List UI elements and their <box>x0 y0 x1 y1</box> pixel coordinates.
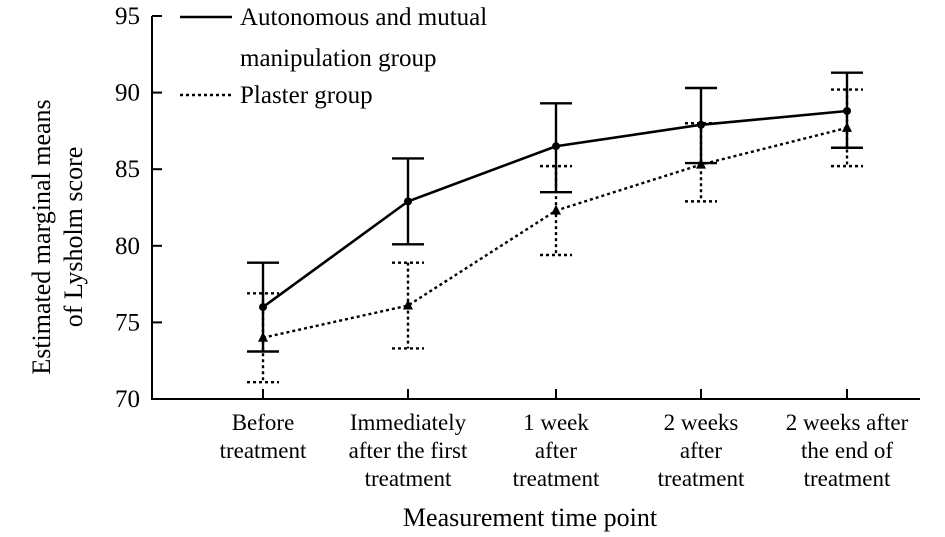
y-tick-label: 75 <box>115 309 140 336</box>
data-point <box>843 106 851 115</box>
data-point <box>552 142 560 151</box>
x-tick-label: Before <box>232 410 295 435</box>
y-axis-title: Estimated marginal means of Lysholm scor… <box>27 99 88 374</box>
y-tick-label: 70 <box>115 386 140 413</box>
x-axis-title: Measurement time point <box>403 503 658 532</box>
x-tick-label: after the first <box>349 438 468 463</box>
y-ticks: 70 75 80 85 90 95 <box>115 3 162 413</box>
x-tick-label: treatment <box>658 466 745 491</box>
data-point <box>403 299 413 310</box>
y-tick-label: 80 <box>115 233 140 260</box>
legend-label-series-1-line-2: manipulation group <box>240 45 437 72</box>
x-tick-label: after <box>680 438 722 463</box>
x-tick-label: treatment <box>513 466 600 491</box>
y-axis-title-line-2: of Lysholm score <box>59 147 88 328</box>
x-tick-label: 2 weeks after <box>786 410 909 435</box>
data-point <box>404 197 412 206</box>
y-tick-label: 95 <box>115 3 140 30</box>
data-point <box>551 204 561 215</box>
y-tick-label: 90 <box>115 80 140 107</box>
x-tick-label: 1 week <box>523 410 589 435</box>
data-point <box>258 331 268 342</box>
x-tick-label: after <box>535 438 577 463</box>
y-axis-title-line-1: Estimated marginal means <box>27 99 56 374</box>
data-point <box>696 158 706 169</box>
x-tick-label: treatment <box>365 466 452 491</box>
legend: Autonomous and mutual manipulation group… <box>180 4 487 109</box>
x-tick-label: the end of <box>801 438 893 463</box>
x-tick-label: treatment <box>804 466 891 491</box>
x-tick-label: 2 weeks <box>664 410 739 435</box>
legend-label-series-1-line-1: Autonomous and mutual <box>240 4 487 31</box>
x-tick-label: treatment <box>220 438 307 463</box>
legend-label-series-2: Plaster group <box>240 82 373 109</box>
x-tick-label: Immediately <box>350 410 467 435</box>
plot-area <box>247 71 863 384</box>
y-tick-label: 85 <box>115 156 140 183</box>
data-point <box>842 121 852 132</box>
x-category-labels: Before treatment Immediately after the firs… <box>220 389 909 491</box>
